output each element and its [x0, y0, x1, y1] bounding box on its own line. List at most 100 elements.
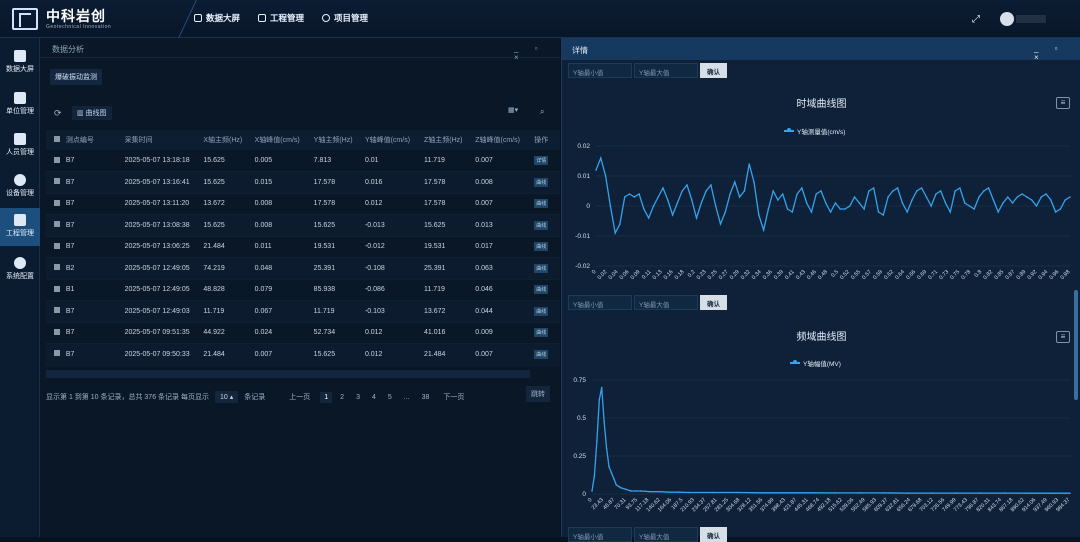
avatar[interactable] [1000, 12, 1014, 26]
table-row[interactable]: B7 2025-05-07 13:18:18 15.625 0.005 7.813 0.0… [46, 150, 560, 172]
curve-button[interactable]: 曲线 [534, 242, 549, 252]
y-max-input[interactable]: Y轴最大值 [634, 527, 698, 542]
y-max-input[interactable]: Y轴最大值 [634, 63, 698, 78]
row-checkbox[interactable] [54, 328, 60, 335]
confirm-button[interactable]: 确认 [700, 527, 727, 542]
nav-item-mgmt[interactable]: 项目管理 [322, 12, 368, 24]
window-controls[interactable]: _ ▫ × [1034, 44, 1065, 62]
data-point [997, 211, 999, 213]
table-row[interactable]: B1 2025-05-07 12:49:05 48.828 0.079 85.938 -0… [46, 279, 560, 301]
time-chart-legend[interactable]: Y轴测量值(cm/s) [784, 126, 845, 136]
row-checkbox[interactable] [54, 350, 60, 357]
row-checkbox[interactable] [54, 178, 60, 185]
data-point [930, 205, 932, 207]
table-cell: 0.048 [254, 257, 314, 280]
y-max-input[interactable]: Y轴最大值 [634, 295, 698, 310]
row-checkbox[interactable] [54, 285, 60, 292]
x-tick-label: 0.52 [839, 269, 851, 281]
search-icon[interactable]: ⌕ [540, 107, 545, 116]
tab-blast-vibration[interactable]: 爆破振动监测 [50, 69, 102, 85]
pager-summary: 显示第 1 到第 10 条记录，总共 376 条记录 每页显示 [46, 394, 209, 401]
sidebar-item-system[interactable]: 系统配置 [0, 251, 40, 289]
chart-menu-icon[interactable]: ≡ [1056, 331, 1070, 343]
curve-button[interactable]: 曲线 [534, 263, 549, 273]
row-checkbox[interactable] [54, 199, 60, 206]
curve-button[interactable]: 曲线 [534, 306, 549, 316]
data-point [979, 492, 982, 494]
checkbox-cell[interactable] [46, 193, 66, 215]
nav-project-mgmt[interactable]: 工程管理 [258, 12, 304, 24]
curve-button[interactable]: 曲线 [534, 177, 549, 187]
row-checkbox[interactable] [54, 264, 60, 271]
table-row[interactable]: B2 2025-05-07 12:49:05 74.219 0.048 25.391 -0… [46, 257, 560, 280]
sidebar-item-project[interactable]: 工程管理 [0, 208, 40, 246]
curve-button[interactable]: 曲线 [534, 349, 549, 359]
table-row[interactable]: B7 2025-05-07 13:11:20 13.672 0.008 17.578 0.… [46, 193, 560, 215]
table-row[interactable]: B7 2025-05-07 09:51:35 44.922 0.024 52.734 0.… [46, 322, 560, 344]
detail-button[interactable]: 详情 [534, 156, 549, 165]
y-min-input[interactable]: Y轴最小值 [568, 527, 632, 542]
checkbox[interactable] [54, 136, 60, 142]
table-row[interactable]: B7 2025-05-07 13:06:25 21.484 0.011 19.531 -0… [46, 236, 560, 258]
checkbox-cell[interactable] [46, 257, 66, 280]
row-checkbox[interactable] [54, 307, 60, 314]
confirm-button[interactable]: 确认 [700, 295, 727, 310]
page-button[interactable]: 2 [340, 393, 345, 401]
checkbox-cell[interactable] [46, 322, 66, 344]
checkbox-cell[interactable] [46, 150, 66, 172]
data-point [1054, 211, 1057, 213]
window-controls[interactable]: _ ▫ × [514, 44, 545, 62]
curve-button[interactable]: 曲线 [534, 199, 549, 209]
y-min-input[interactable]: Y轴最小值 [568, 63, 632, 78]
checkbox-cell[interactable] [46, 343, 66, 366]
table-cell: -0.013 [364, 214, 424, 237]
dots-icon [14, 257, 26, 269]
checkbox-cell[interactable] [46, 214, 66, 237]
checkbox-cell[interactable] [46, 300, 66, 323]
y-tick-label: -0.02 [575, 263, 590, 270]
y-min-input[interactable]: Y轴最小值 [568, 295, 632, 310]
checkbox-cell[interactable] [46, 279, 66, 301]
page-button[interactable]: 1 [320, 391, 333, 403]
fullscreen-icon[interactable]: ⤢ [972, 14, 980, 25]
curve-button[interactable]: 曲线 [534, 328, 549, 338]
page-button[interactable]: 3 [356, 393, 360, 401]
page-button[interactable]: 4 [371, 393, 376, 401]
curve-button[interactable]: 曲线 [534, 220, 549, 230]
refresh-icon[interactable]: ⟳ [54, 108, 62, 118]
checkbox-cell[interactable] [46, 236, 66, 258]
columns-toggle-icon[interactable]: ▦▾ [508, 107, 519, 114]
x-tick-label: 0.57 [861, 269, 873, 281]
prev-page-button[interactable]: 上一页 [289, 394, 311, 401]
page-button[interactable]: 38 [421, 393, 430, 401]
sidebar-item-unit[interactable]: 单位管理 [0, 86, 40, 124]
page-size-select[interactable]: 10 ▴ [214, 391, 239, 403]
confirm-button[interactable]: 确认 [700, 63, 727, 78]
vertical-scrollbar[interactable] [1074, 290, 1078, 400]
next-page-button[interactable]: 下一页 [443, 394, 465, 401]
horizontal-scrollbar[interactable] [46, 370, 530, 378]
chart-menu-icon[interactable]: ≡ [1056, 97, 1070, 109]
freq-chart-legend[interactable]: Y轴幅值(MV) [790, 358, 841, 368]
column-header: X轴峰值(cm/s) [254, 130, 314, 150]
table-row[interactable]: B7 2025-05-07 13:16:41 15.625 0.015 17.578 0.… [46, 171, 560, 194]
row-checkbox[interactable] [54, 242, 60, 249]
goto-page-button[interactable]: 跳转 [526, 386, 550, 402]
page-button[interactable]: 5 [387, 393, 392, 401]
table-row[interactable]: B7 2025-05-07 09:50:33 21.484 0.007 15.625 0.… [46, 343, 560, 366]
checkbox-cell[interactable] [46, 171, 66, 194]
x-tick-label: 0.5 [830, 269, 840, 279]
nav-data-screen[interactable]: 数据大屏 [194, 12, 240, 24]
table-row[interactable]: B7 2025-05-07 12:49:03 11.719 0.067 11.719 -0… [46, 300, 560, 323]
select-all-checkbox-cell[interactable] [46, 130, 66, 150]
table-row[interactable]: B7 2025-05-07 13:08:38 15.625 0.008 15.625 -0… [46, 214, 560, 237]
row-checkbox[interactable] [54, 156, 60, 163]
frequency-domain-chart: 0.750.50.250023.4346.8770.3193.75117.181… [573, 377, 1071, 512]
row-checkbox[interactable] [54, 221, 60, 228]
sidebar-item-people[interactable]: 人员管理 [0, 127, 40, 165]
data-point [801, 187, 803, 189]
curve-button[interactable]: 曲线 [534, 285, 549, 295]
sidebar-item-data-screen[interactable]: 数据大屏 [0, 44, 40, 82]
curve-chart-button[interactable]: ▥ 曲线图 [72, 106, 112, 120]
sidebar-item-device[interactable]: 设备管理 [0, 168, 40, 206]
